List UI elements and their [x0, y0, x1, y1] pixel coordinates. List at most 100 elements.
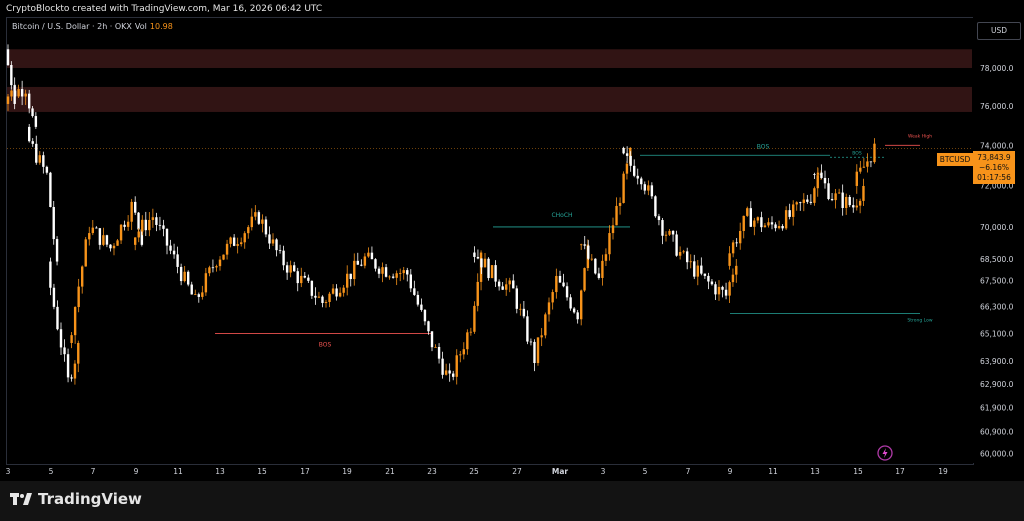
candle-body [243, 233, 246, 243]
symbol-price-tag: BTCUSD [937, 153, 973, 166]
candle-body [73, 363, 77, 379]
candle-body [328, 293, 331, 303]
candle-body [858, 200, 862, 206]
candle-body [799, 202, 802, 204]
candle-body [314, 295, 317, 298]
candle-body [668, 230, 671, 235]
candle-body [84, 239, 87, 267]
candle-body [49, 172, 52, 207]
candle-body [17, 89, 20, 97]
candle-body [151, 217, 155, 220]
candle-body [137, 231, 140, 238]
candle-body [384, 267, 388, 277]
candle-body [753, 220, 756, 227]
x-tick-label: 7 [91, 467, 96, 476]
candle-body [56, 306, 59, 330]
candle-body [852, 205, 855, 208]
y-tick-label: 65,100.0 [980, 330, 1014, 339]
currency-selector[interactable]: USD [977, 22, 1021, 40]
candle-body [650, 185, 654, 197]
candle-body [565, 286, 569, 298]
candle-body [703, 273, 707, 276]
candle-body [335, 288, 338, 297]
candle-body [52, 206, 55, 240]
candle-body [20, 89, 24, 97]
candle-body [678, 252, 682, 256]
candle-body [307, 277, 310, 281]
tradingview-logo[interactable]: TradingView [10, 490, 142, 508]
candle-body [707, 275, 710, 282]
candle-body [423, 309, 427, 322]
x-tick-label: 5 [49, 467, 54, 476]
candle-body [73, 307, 77, 336]
candle-body [855, 171, 858, 186]
legend-symbol: Bitcoin / U.S. Dollar · 2h · OKX [12, 22, 132, 31]
candle-body [140, 229, 144, 245]
candle-body [10, 90, 13, 97]
candle-body [130, 201, 133, 222]
candle-body [547, 302, 551, 315]
candle-body [271, 239, 275, 244]
supply-zone [7, 49, 972, 68]
candle-body [338, 292, 342, 297]
candle-body [45, 166, 49, 173]
candle-body [225, 243, 229, 255]
candle-body [841, 192, 844, 208]
price-axis[interactable] [973, 17, 1024, 463]
candle-body [254, 212, 257, 217]
candle-body [802, 199, 805, 204]
candle-body [77, 342, 80, 364]
candle-body [49, 261, 52, 288]
candle-body [66, 354, 70, 378]
candle-body [763, 225, 767, 228]
candle-body [562, 282, 565, 287]
candle-body [116, 240, 119, 246]
candle-body [402, 270, 405, 274]
chart-legend: Bitcoin / U.S. Dollar · 2h · OKX Vol 10.98 [12, 22, 173, 31]
candle-body [830, 199, 834, 201]
candle-body [95, 227, 98, 229]
lightning-icon[interactable] [877, 445, 893, 461]
candle-body [806, 199, 809, 202]
candle-body [508, 280, 511, 285]
candle-body [388, 276, 391, 278]
candle-body [583, 244, 586, 246]
candle-body [505, 284, 508, 290]
x-tick-label: 27 [512, 467, 522, 476]
candle-body [749, 208, 752, 227]
bos-low-label: BOS [319, 342, 332, 349]
x-tick-label: 11 [173, 467, 183, 476]
candle-body [342, 287, 345, 293]
x-tick-label: 19 [342, 467, 352, 476]
candle-body [529, 341, 533, 343]
candle-body [618, 202, 622, 206]
candle-body [381, 267, 384, 274]
candle-body [172, 250, 176, 255]
candle-body [866, 161, 869, 167]
legend-vol-label: Vol [134, 22, 147, 31]
candle-body [622, 147, 625, 154]
candle-body [820, 172, 823, 178]
candle-body [360, 264, 363, 266]
candle-body [331, 288, 335, 294]
footer-bar [0, 481, 1024, 521]
candle-body [285, 265, 289, 273]
candle-body [710, 281, 714, 285]
candle-body [661, 220, 664, 236]
candle-body [813, 174, 816, 175]
y-tick-label: 72,000.0 [980, 182, 1014, 191]
candle-body [31, 141, 34, 144]
candle-body [625, 153, 629, 156]
candle-body [434, 347, 437, 348]
candle-body [522, 308, 526, 317]
candle-body [675, 234, 678, 256]
candle-body [664, 234, 668, 236]
candle-body [6, 49, 10, 66]
legend-vol-value: 10.98 [149, 22, 173, 31]
candle-body [70, 377, 73, 379]
candle-body [473, 305, 476, 332]
y-tick-label: 61,900.0 [980, 404, 1014, 413]
candle-body [63, 347, 66, 355]
candle-body [194, 294, 197, 296]
